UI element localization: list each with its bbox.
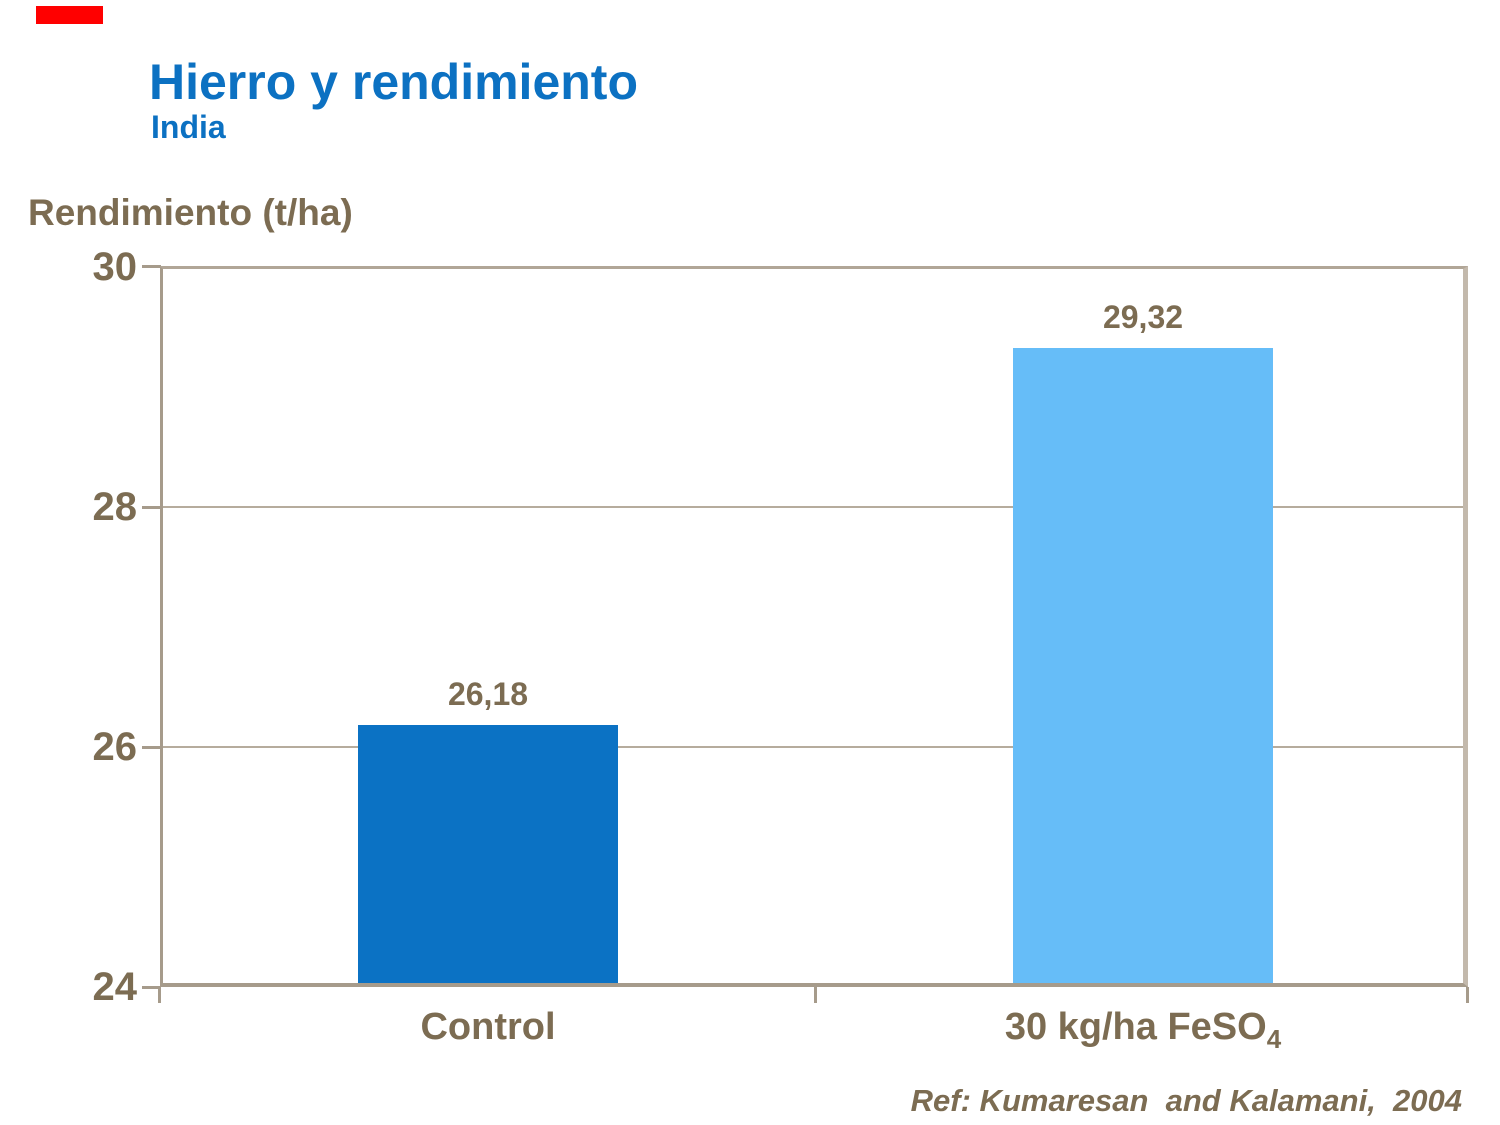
x-tick-mark — [814, 987, 817, 1003]
category-label-text: 30 kg/ha FeSO — [1004, 1006, 1267, 1048]
x-tick-mark — [1466, 987, 1469, 1003]
y-tick-label: 24 — [92, 965, 138, 1009]
bar-control — [358, 725, 618, 983]
category-label-text: Control — [420, 1006, 556, 1048]
y-tick-mark — [142, 506, 161, 509]
page-title: Hierro y rendimiento — [149, 54, 638, 110]
y-axis-title: Rendimiento (t/ha) — [28, 192, 353, 233]
y-tick-mark — [142, 986, 161, 989]
page-subtitle: India — [151, 109, 226, 145]
y-tick-mark — [142, 746, 161, 749]
reference-citation: Ref: Kumaresan and Kalamani, 2004 — [910, 1083, 1462, 1118]
category-label-feso4: 30 kg/ha FeSO4 — [923, 1006, 1363, 1054]
category-label-control: Control — [328, 1006, 648, 1049]
bar-feso4 — [1013, 348, 1273, 983]
plot-inner: 26,18 29,32 — [163, 269, 1463, 983]
x-tick-mark — [158, 987, 161, 1003]
red-marker — [36, 6, 103, 24]
bar-value-label: 29,32 — [1102, 299, 1184, 335]
y-tick-mark — [142, 265, 161, 268]
category-label-subscript: 4 — [1266, 1024, 1282, 1054]
y-tick-label: 28 — [92, 485, 138, 529]
y-tick-label: 26 — [92, 725, 138, 769]
bar-value-label: 26,18 — [447, 676, 529, 712]
gridline-28 — [163, 506, 1463, 508]
y-tick-label: 30 — [92, 245, 138, 289]
bar-chart-plot-area: 26,18 29,32 — [160, 266, 1468, 987]
gridline-26 — [163, 746, 1463, 748]
